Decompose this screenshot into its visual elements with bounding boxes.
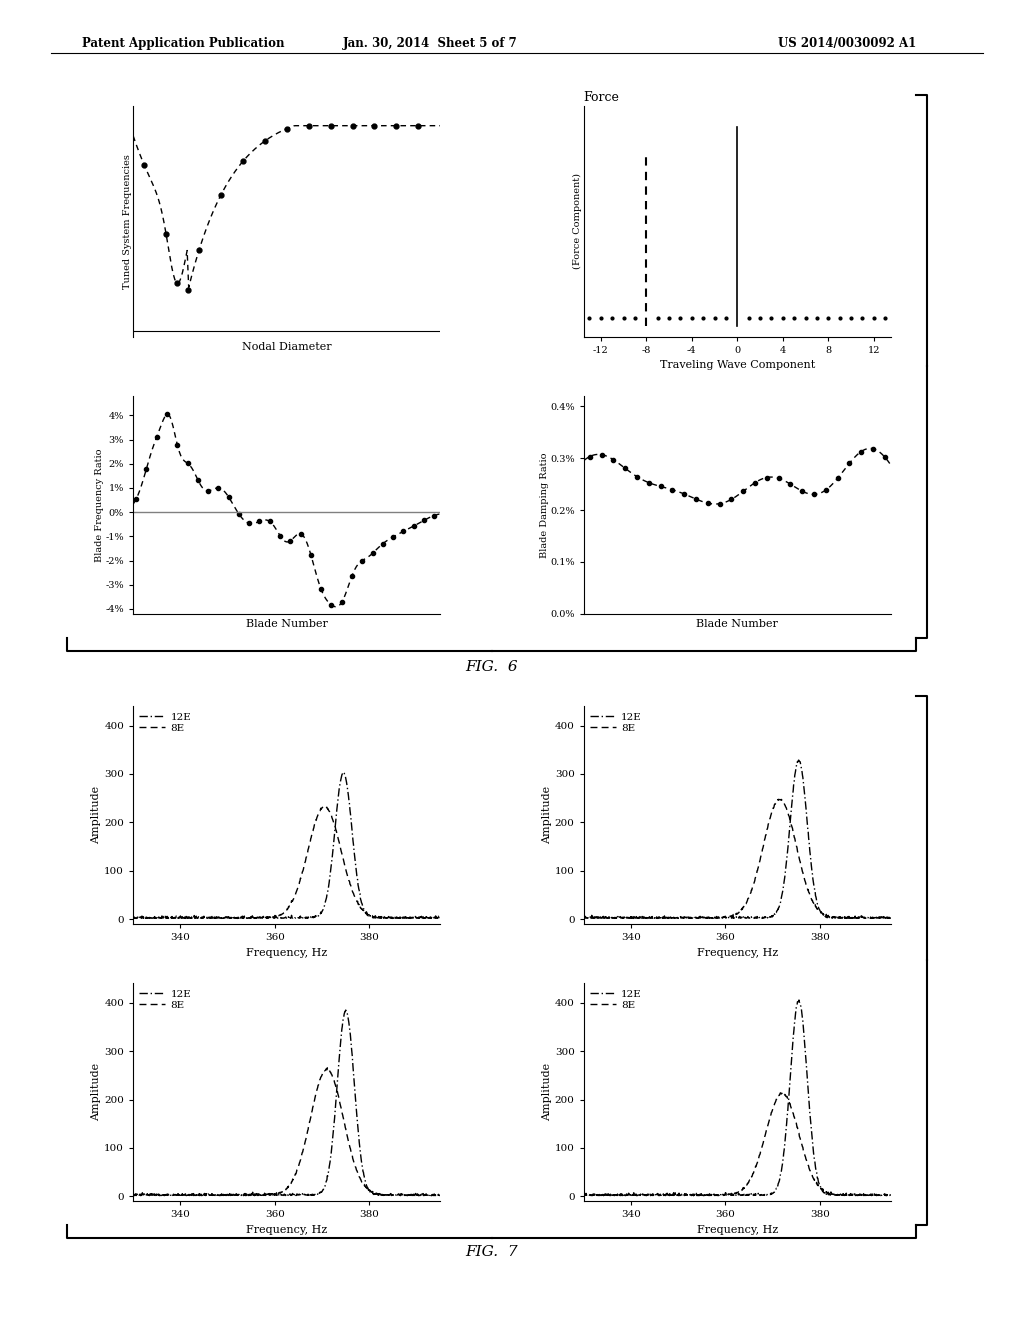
Y-axis label: Tuned System Frequencies: Tuned System Frequencies — [123, 153, 132, 289]
X-axis label: Blade Number: Blade Number — [696, 619, 778, 630]
X-axis label: Frequency, Hz: Frequency, Hz — [696, 1225, 778, 1234]
Text: Jan. 30, 2014  Sheet 5 of 7: Jan. 30, 2014 Sheet 5 of 7 — [343, 37, 517, 50]
Text: Patent Application Publication: Patent Application Publication — [82, 37, 285, 50]
Text: FIG.  7: FIG. 7 — [465, 1245, 518, 1259]
Y-axis label: Amplitude: Amplitude — [91, 785, 101, 845]
Text: Force: Force — [584, 91, 620, 104]
X-axis label: Blade Number: Blade Number — [246, 619, 328, 630]
X-axis label: Traveling Wave Component: Traveling Wave Component — [659, 360, 815, 370]
Y-axis label: Blade Damping Ratio: Blade Damping Ratio — [540, 453, 549, 557]
Y-axis label: Blade Frequency Ratio: Blade Frequency Ratio — [95, 449, 104, 561]
Text: FIG.  6: FIG. 6 — [465, 660, 518, 675]
Y-axis label: (Force Component): (Force Component) — [573, 173, 583, 269]
Legend: 12E, 8E: 12E, 8E — [589, 711, 643, 734]
X-axis label: Frequency, Hz: Frequency, Hz — [246, 948, 328, 957]
X-axis label: Frequency, Hz: Frequency, Hz — [246, 1225, 328, 1234]
Y-axis label: Amplitude: Amplitude — [542, 1063, 552, 1122]
X-axis label: Nodal Diameter: Nodal Diameter — [242, 342, 332, 352]
Text: US 2014/0030092 A1: US 2014/0030092 A1 — [778, 37, 916, 50]
Legend: 12E, 8E: 12E, 8E — [138, 711, 193, 734]
Legend: 12E, 8E: 12E, 8E — [589, 989, 643, 1011]
Y-axis label: Amplitude: Amplitude — [91, 1063, 101, 1122]
Legend: 12E, 8E: 12E, 8E — [138, 989, 193, 1011]
Y-axis label: Amplitude: Amplitude — [542, 785, 552, 845]
X-axis label: Frequency, Hz: Frequency, Hz — [696, 948, 778, 957]
